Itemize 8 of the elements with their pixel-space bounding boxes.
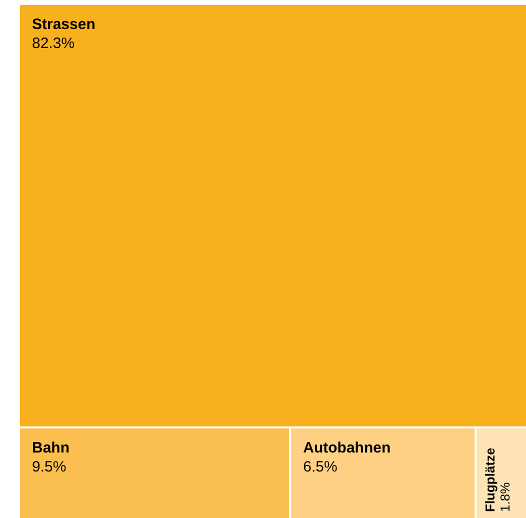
category-label: Bahn: [32, 439, 70, 456]
data-label: 6.5%: [303, 458, 338, 476]
data-label: 1.8%: [498, 482, 513, 512]
data-label: 9.5%: [32, 458, 66, 476]
category-label: Strassen: [32, 16, 96, 33]
category-label: Flugplätze: [482, 448, 498, 512]
data-label: 82.3%: [32, 35, 75, 52]
category-label: Autobahnen: [303, 439, 391, 456]
